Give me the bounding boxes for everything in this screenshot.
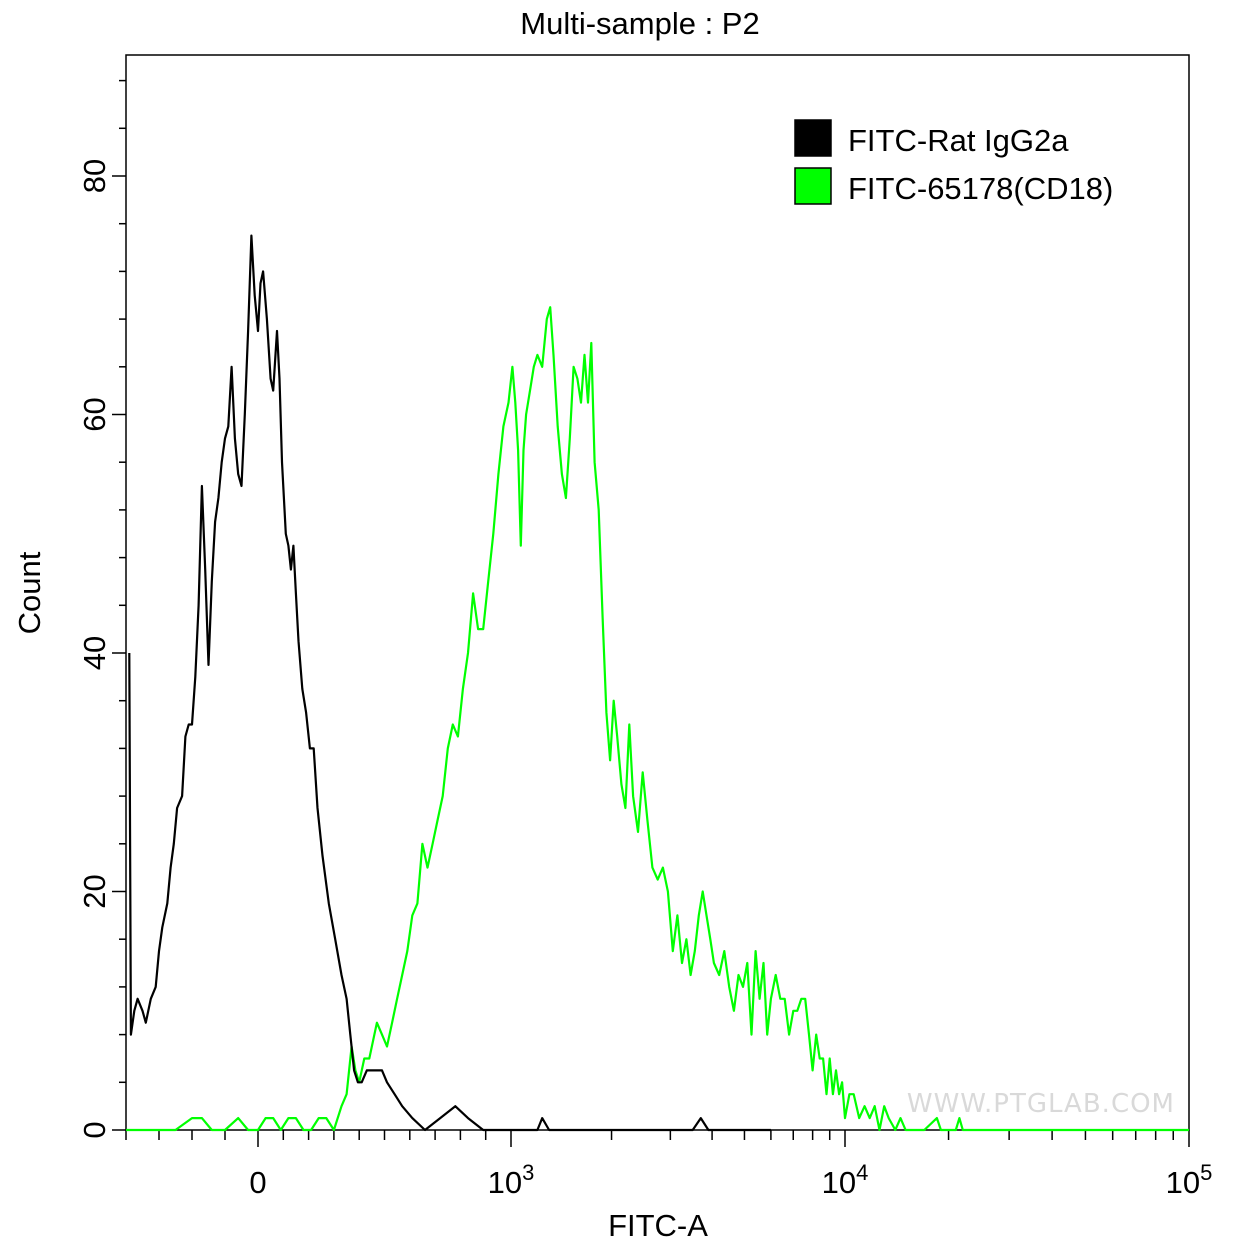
y-axis-label-group: Count xyxy=(12,551,47,634)
x-tick-label: 0 xyxy=(249,1165,266,1200)
y-tick-label: 60 xyxy=(77,397,112,431)
watermark: WWW.PTGLAB.COM xyxy=(907,1089,1175,1119)
legend: FITC-Rat IgG2a FITC-65178(CD18) xyxy=(794,119,1113,206)
y-tick-label: 40 xyxy=(77,636,112,670)
x-tick-label: 105 xyxy=(1166,1160,1213,1200)
y-tick-label-group: 0 xyxy=(77,1121,112,1138)
legend-label-cd18: FITC-65178(CD18) xyxy=(848,171,1113,206)
y-tick-label-group: 40 xyxy=(77,636,112,670)
chart-title: Multi-sample : P2 xyxy=(520,6,759,41)
y-tick-label: 80 xyxy=(77,159,112,193)
legend-swatch-isotype xyxy=(794,119,832,157)
legend-label-isotype: FITC-Rat IgG2a xyxy=(848,123,1069,158)
y-axis-label: Count xyxy=(12,551,47,634)
x-axis-ticks: 0 103 104 105 xyxy=(125,1130,1213,1200)
y-tick-label: 20 xyxy=(77,874,112,908)
plot-frame xyxy=(125,54,1190,1131)
series-line-cd18 xyxy=(126,306,1189,1132)
series-lines xyxy=(126,234,1189,1132)
x-tick-label: 104 xyxy=(822,1160,869,1200)
x-axis-label: FITC-A xyxy=(608,1208,708,1243)
y-tick-label-group: 60 xyxy=(77,397,112,431)
y-tick-label-group: 80 xyxy=(77,159,112,193)
legend-swatch-cd18 xyxy=(794,167,832,205)
x-tick-label: 103 xyxy=(488,1160,535,1200)
y-tick-label: 0 xyxy=(77,1121,112,1138)
y-axis-ticks: 0 20 40 60 80 xyxy=(77,79,126,1139)
series-line-isotype xyxy=(128,234,771,1132)
y-tick-label-group: 20 xyxy=(77,874,112,908)
